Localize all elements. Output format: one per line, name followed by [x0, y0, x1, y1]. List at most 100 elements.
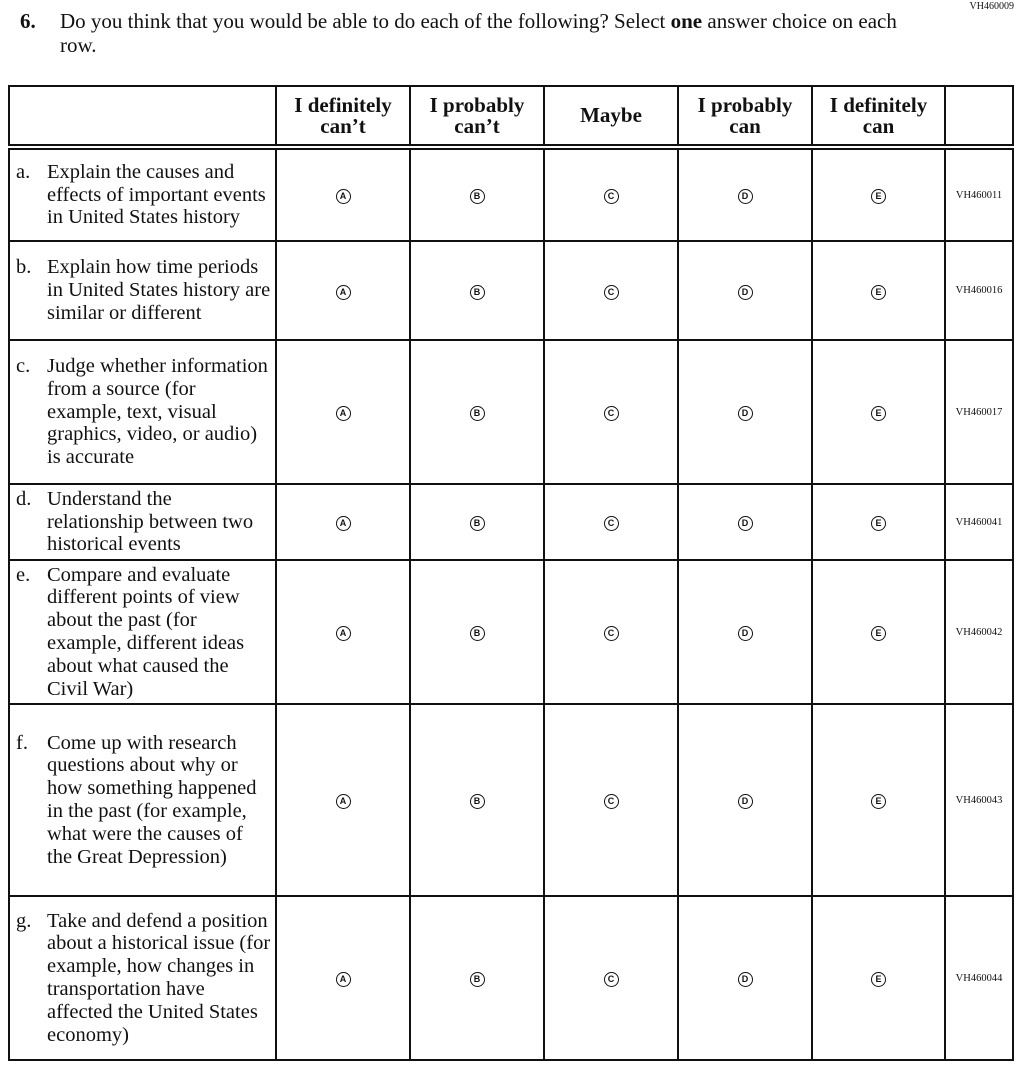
answer-bubble-e[interactable]: E: [871, 284, 886, 300]
column-header-line: I probably: [697, 92, 793, 117]
column-header: I definitely can’t: [275, 85, 411, 150]
answer-bubble-e[interactable]: E: [871, 972, 886, 987]
row-statement: d. Understand the relationship between tw…: [8, 483, 277, 561]
answer-bubble-b[interactable]: B: [469, 284, 485, 300]
answer-bubble-d[interactable]: D: [737, 189, 753, 204]
answer-cell: D: [677, 559, 813, 705]
answer-cell: C: [543, 559, 679, 705]
answer-bubble-e[interactable]: E: [871, 189, 886, 204]
row-statement: e. Compare and evaluate different points …: [8, 559, 277, 705]
answer-cell: E: [811, 240, 946, 341]
question-emphasis: one: [670, 9, 703, 33]
answer-bubble-c[interactable]: C: [603, 406, 619, 421]
answer-cell: C: [543, 339, 679, 485]
answer-bubble-a[interactable]: A: [335, 406, 351, 421]
answer-bubble-a[interactable]: A: [335, 189, 351, 204]
answer-cell: E: [811, 895, 946, 1061]
answer-bubble-c[interactable]: C: [603, 626, 619, 641]
table-row: f. Come up with research questions about …: [8, 703, 1014, 897]
answer-cell: A: [275, 559, 411, 705]
column-header-line: can’t: [454, 113, 500, 138]
answer-bubble-e[interactable]: E: [871, 794, 886, 809]
answer-bubble-b[interactable]: B: [469, 516, 485, 531]
answer-bubble-b[interactable]: B: [469, 189, 485, 204]
column-header: Maybe: [543, 85, 679, 150]
answer-bubble-d[interactable]: D: [737, 284, 753, 300]
header-row: I definitely can’t I probably can’t Maybe I p…: [8, 85, 1014, 150]
answer-bubble-c[interactable]: C: [603, 284, 619, 300]
answer-cell: B: [409, 559, 545, 705]
row-code: VH460011: [944, 146, 1014, 242]
row-letter: g.: [16, 909, 32, 932]
answer-bubble-a[interactable]: A: [335, 516, 351, 531]
row-text: Judge whether information from a source …: [47, 355, 268, 469]
table-row: b. Explain how time periods in United Sta…: [8, 240, 1014, 341]
answer-cell: D: [677, 703, 813, 897]
answer-bubble-e[interactable]: E: [871, 516, 886, 531]
row-letter: d.: [16, 487, 32, 510]
answer-bubble-a[interactable]: A: [335, 626, 351, 641]
answer-cell: E: [811, 339, 946, 485]
answer-bubble-e[interactable]: E: [871, 406, 886, 421]
answer-cell: D: [677, 483, 813, 561]
answer-cell: A: [275, 895, 411, 1061]
column-header-line: I definitely: [294, 92, 392, 117]
row-letter: f.: [16, 731, 28, 754]
column-header-line: I definitely: [829, 92, 928, 117]
answer-bubble-c[interactable]: C: [603, 189, 619, 204]
answer-cell: C: [543, 703, 679, 897]
answer-bubble-d[interactable]: D: [737, 972, 753, 987]
row-code: VH460016: [944, 240, 1014, 341]
column-header-line: can’t: [320, 113, 366, 138]
answer-cell: C: [543, 240, 679, 341]
answer-cell: B: [409, 240, 545, 341]
question-text-part: answer choice on each row.: [60, 9, 897, 57]
answer-cell: E: [811, 559, 946, 705]
answer-bubble-d[interactable]: D: [737, 626, 753, 641]
column-header-line: can: [862, 113, 895, 138]
answer-bubble-d[interactable]: D: [737, 406, 753, 421]
answer-bubble-b[interactable]: B: [469, 406, 485, 421]
answer-cell: D: [677, 895, 813, 1061]
row-statement: c. Judge whether information from a sourc…: [8, 339, 277, 485]
answer-cell: A: [275, 703, 411, 897]
header-blank: [8, 85, 277, 150]
answer-bubble-a[interactable]: A: [335, 972, 351, 987]
answer-cell: E: [811, 483, 946, 561]
answer-cell: D: [677, 240, 813, 341]
row-text: Compare and evaluate different points of…: [47, 563, 245, 700]
row-statement: f. Come up with research questions about …: [8, 703, 277, 897]
answer-cell: D: [677, 339, 813, 485]
row-code: VH460044: [944, 895, 1014, 1061]
answer-cell: D: [677, 146, 813, 242]
answer-cell: A: [275, 339, 411, 485]
question-text-part: Do you think that you would be able to d…: [60, 9, 671, 33]
row-letter: c.: [16, 355, 31, 377]
answer-bubble-d[interactable]: D: [737, 516, 753, 531]
answer-bubble-e[interactable]: E: [871, 626, 886, 641]
answer-bubble-c[interactable]: C: [603, 794, 619, 809]
row-text: Explain how time periods in United State…: [47, 256, 271, 324]
table-row: d. Understand the relationship between tw…: [8, 483, 1014, 561]
answer-bubble-b[interactable]: B: [469, 794, 485, 809]
row-text: Explain the causes and effects of import…: [47, 160, 266, 229]
row-letter: e.: [16, 563, 31, 586]
answer-bubble-d[interactable]: D: [737, 794, 753, 809]
page-code: VH460009: [969, 1, 1014, 12]
column-header: I probably can’t: [409, 85, 545, 150]
row-letter: b.: [16, 256, 32, 279]
answer-cell: B: [409, 339, 545, 485]
answer-bubble-b[interactable]: B: [469, 626, 485, 641]
answer-bubble-c[interactable]: C: [603, 516, 619, 531]
answer-cell: E: [811, 703, 946, 897]
answer-cell: B: [409, 146, 545, 242]
question-text: Do you think that you would be able to d…: [60, 9, 900, 57]
row-statement: b. Explain how time periods in United Sta…: [8, 240, 277, 341]
table-row: c. Judge whether information from a sourc…: [8, 339, 1014, 485]
answer-bubble-a[interactable]: A: [335, 284, 351, 300]
row-code: VH460043: [944, 703, 1014, 897]
answer-bubble-c[interactable]: C: [603, 972, 619, 987]
answer-bubble-a[interactable]: A: [335, 794, 351, 809]
row-text: Take and defend a position about a histo…: [47, 909, 271, 1046]
answer-bubble-b[interactable]: B: [469, 972, 485, 987]
